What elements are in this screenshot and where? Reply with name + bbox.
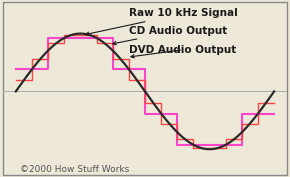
Bar [3,2,287,175]
Text: CD Audio Output: CD Audio Output [113,26,228,45]
Text: Raw 10 kHz Signal: Raw 10 kHz Signal [86,8,238,35]
Text: DVD Audio Output: DVD Audio Output [130,45,237,58]
Text: ©2000 How Stuff Works: ©2000 How Stuff Works [20,165,129,174]
